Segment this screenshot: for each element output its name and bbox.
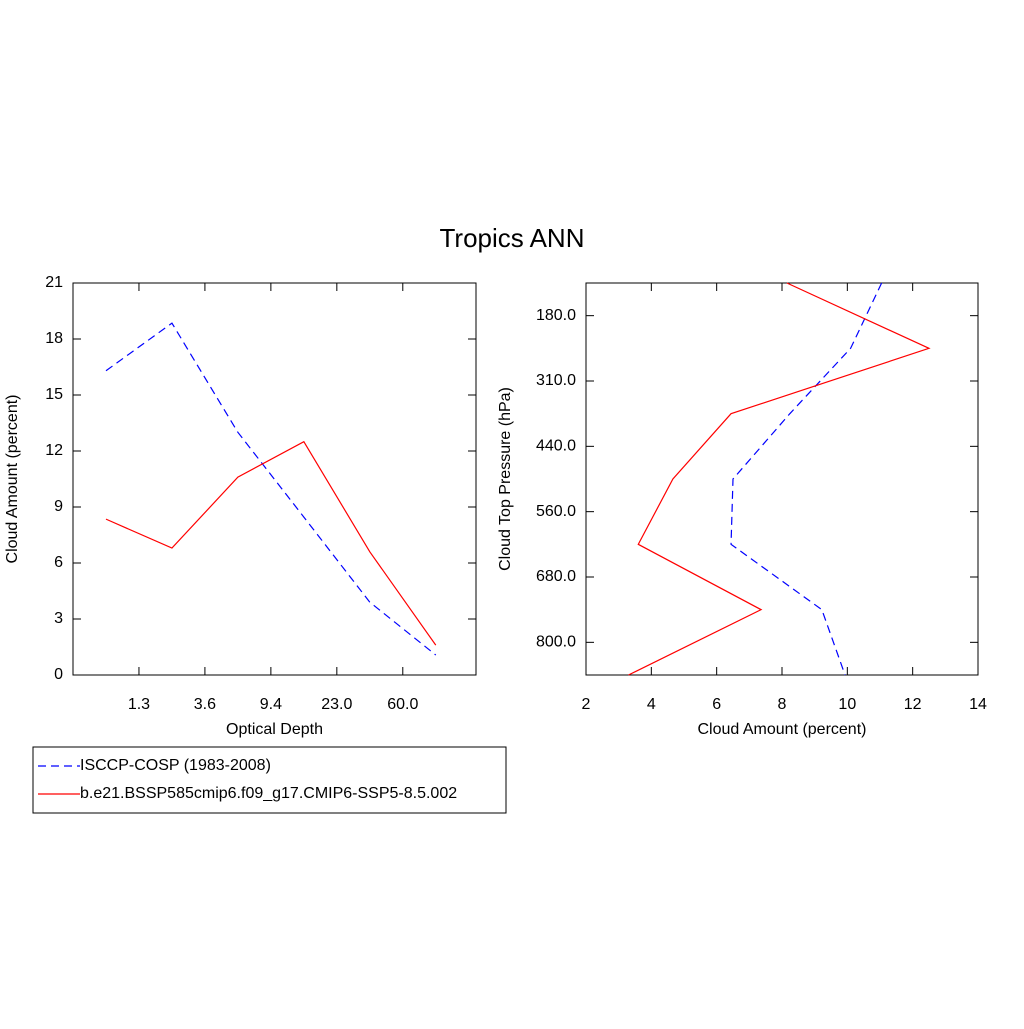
y-tick-label: 680.0	[536, 568, 576, 585]
x-tick-label: 6	[712, 696, 721, 713]
y-tick-label: 18	[45, 330, 63, 347]
y-tick-label: 3	[54, 610, 63, 627]
x-tick-label: 3.6	[194, 696, 216, 713]
y-tick-label: 560.0	[536, 503, 576, 520]
y-axis-label: Cloud Top Pressure (hPa)	[497, 387, 514, 571]
legend-box	[32, 746, 507, 814]
x-tick-label: 8	[778, 696, 787, 713]
series-line	[105, 440, 437, 646]
plot-frame	[72, 282, 477, 676]
x-tick-label: 2	[582, 696, 591, 713]
x-tick-label: 9.4	[260, 696, 282, 713]
x-axis-label: Optical Depth	[226, 721, 323, 738]
y-axis-label: Cloud Amount (percent)	[4, 395, 21, 564]
x-tick-label: 23.0	[321, 696, 352, 713]
series-line	[730, 282, 883, 676]
y-tick-label: 0	[54, 666, 63, 683]
series-line	[628, 282, 931, 676]
x-axis-label: Cloud Amount (percent)	[698, 721, 867, 738]
y-tick-label: 9	[54, 498, 63, 515]
x-tick-label: 60.0	[387, 696, 418, 713]
y-tick-label: 440.0	[536, 438, 576, 455]
x-tick-label: 1.3	[128, 696, 150, 713]
y-tick-label: 21	[45, 274, 63, 291]
plot-frame	[585, 282, 979, 676]
y-tick-label: 6	[54, 554, 63, 571]
y-tick-label: 800.0	[536, 634, 576, 651]
y-tick-label: 12	[45, 442, 63, 459]
legend-label: ISCCP-COSP (1983-2008)	[80, 757, 271, 774]
x-tick-label: 14	[969, 696, 987, 713]
series-line	[105, 322, 437, 656]
x-tick-label: 12	[904, 696, 922, 713]
y-tick-label: 15	[45, 386, 63, 403]
y-tick-label: 180.0	[536, 307, 576, 324]
y-tick-label: 310.0	[536, 372, 576, 389]
x-tick-label: 4	[647, 696, 656, 713]
legend-label: b.e21.BSSP585cmip6.f09_g17.CMIP6-SSP5-8.…	[80, 785, 457, 802]
figure-title: Tropics ANN	[440, 223, 585, 253]
x-tick-label: 10	[838, 696, 856, 713]
